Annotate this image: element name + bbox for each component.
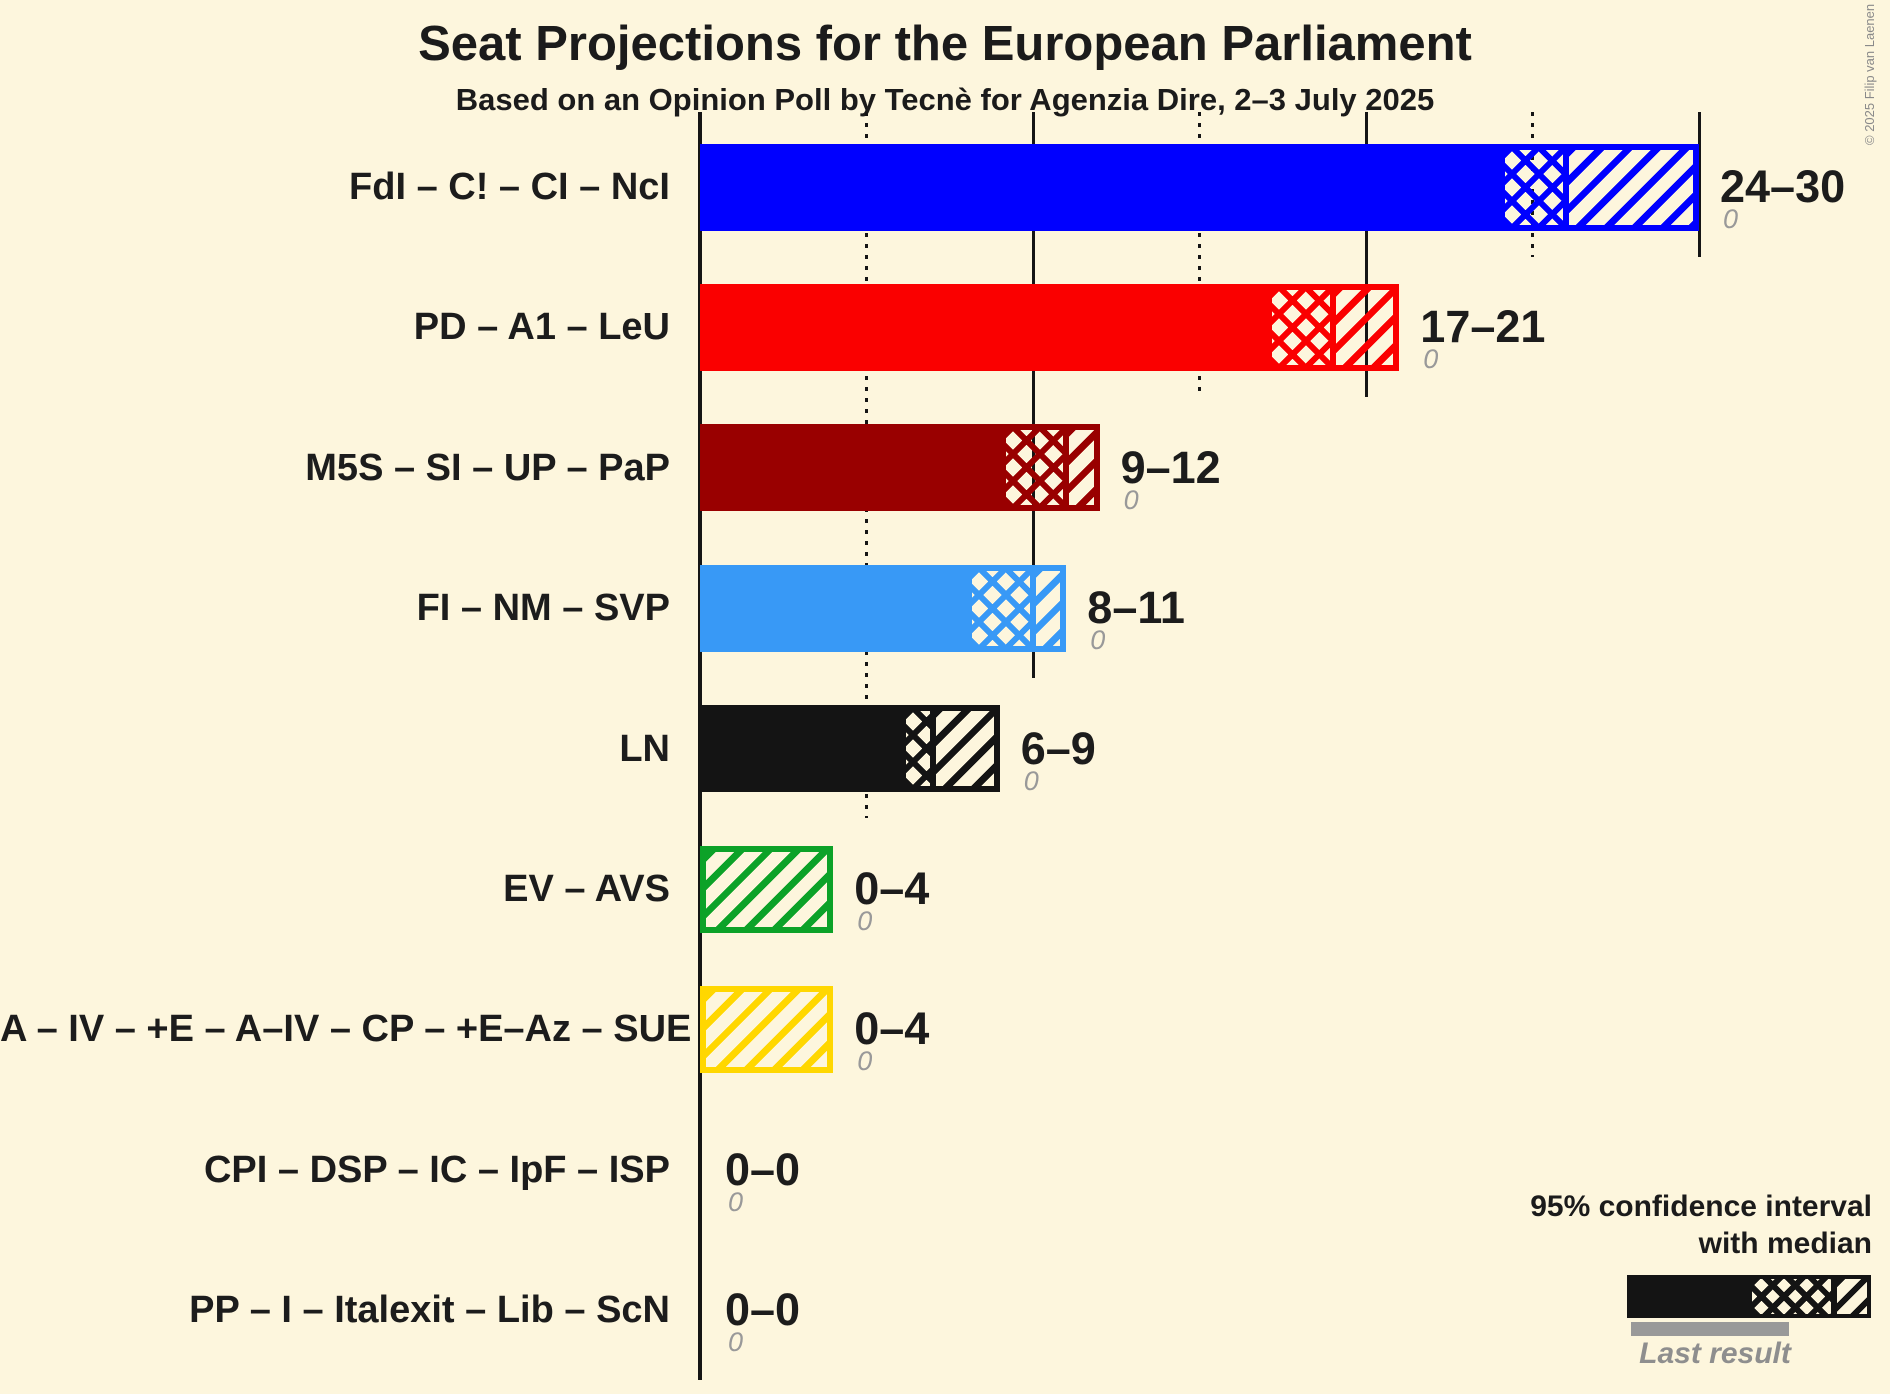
ci-bar (700, 143, 1699, 231)
ci-bar-hatch-zone (999, 424, 1100, 512)
ci-range-label: 17–21 (1420, 301, 1546, 353)
ci-bar-solid-segment (700, 143, 1500, 231)
legend-ci-bar (1627, 1275, 1871, 1318)
copyright-notice: © 2025 Filip van Laenen (1862, 3, 1877, 145)
ci-bar-crosshatch-segment (1505, 149, 1566, 225)
ci-range-label: 0–4 (854, 1003, 930, 1055)
legend-median-line (1831, 1279, 1837, 1314)
ci-bar-solid-segment (700, 424, 1000, 512)
ci-bar-crosshatch-segment (1005, 430, 1067, 506)
ci-bar-solid-segment (700, 705, 900, 793)
ci-bar-hatch-zone (700, 985, 834, 1073)
chart-title: Seat Projections for the European Parlia… (418, 17, 1472, 71)
ci-bar-diagonal-segment (1565, 149, 1693, 225)
ci-bar (700, 705, 1000, 793)
ci-bar-diagonal-segment (1066, 430, 1094, 506)
ci-bar-solid-segment (700, 564, 967, 652)
ci-bar (700, 283, 1400, 371)
ci-bar-median-line (930, 711, 937, 787)
party-label: A – IV – +E – A–IV – CP – +E–Az – SUE (0, 1008, 692, 1051)
party-label: FdI – C! – CI – NcI (349, 166, 670, 208)
ci-range-label: 0–0 (725, 1284, 801, 1336)
legend-ci-label-line2: with median (1698, 1227, 1872, 1260)
ci-bar-hatch-zone (1266, 283, 1400, 371)
ci-bar-median-line (1329, 289, 1336, 365)
ci-bar-median-line (1029, 570, 1036, 646)
ci-range-label: 8–11 (1087, 582, 1185, 634)
last-result-value-label: 0 (728, 1327, 744, 1358)
ci-bar-hatch-zone (966, 564, 1067, 652)
ci-bar-diagonal-segment (706, 991, 828, 1067)
ci-bar-diagonal-segment (933, 711, 994, 787)
legend-last-result-bar (1631, 1322, 1789, 1336)
party-label: PP – I – Italexit – Lib – ScN (189, 1289, 670, 1332)
legend-diagonal-segment (1837, 1279, 1867, 1314)
legend-hatch-zone (1748, 1275, 1871, 1318)
ci-bar (700, 985, 834, 1073)
gridline-15-seats (1198, 112, 1201, 397)
ci-bar-solid-segment (700, 283, 1267, 371)
ci-bar-crosshatch-segment (905, 711, 934, 787)
last-result-value-label: 0 (1723, 204, 1739, 234)
ci-bar-crosshatch-segment (972, 570, 1033, 646)
ci-bar-diagonal-segment (1032, 570, 1061, 646)
ci-bar (700, 845, 834, 933)
ci-range-label: 9–12 (1120, 441, 1221, 493)
ci-bar-hatch-zone (700, 845, 834, 933)
gridline-10-seats (1031, 112, 1035, 678)
ci-bar-hatch-zone (899, 705, 1000, 793)
last-result-value-label: 0 (1023, 765, 1039, 796)
chart-subtitle: Based on an Opinion Poll by Tecnè for Ag… (455, 82, 1435, 117)
ci-bar-hatch-zone (1499, 143, 1699, 231)
legend-crosshatch-segment (1752, 1279, 1831, 1314)
last-result-value-label: 0 (1123, 484, 1139, 515)
party-label: M5S – SI – UP – PaP (305, 446, 670, 489)
ci-bar-median-line (1063, 430, 1070, 506)
ci-bar (700, 564, 1067, 652)
party-label: CPI – DSP – IC – IpF – ISP (203, 1148, 670, 1191)
ci-range-label: 6–9 (1020, 722, 1096, 774)
last-result-value-label: 0 (857, 906, 873, 936)
last-result-value-label: 0 (857, 1046, 873, 1077)
legend-solid-segment (1627, 1275, 1748, 1318)
last-result-value-label: 0 (728, 1186, 744, 1217)
gridline-20-seats (1364, 112, 1368, 397)
ci-bar (700, 424, 1100, 512)
ci-bar-diagonal-segment (706, 851, 828, 927)
legend-last-result-label: Last result (1639, 1337, 1791, 1370)
legend-ci-label-line1: 95% confidence interval (1530, 1190, 1872, 1223)
ci-bar-diagonal-segment (1332, 289, 1394, 365)
party-label: PD – A1 – LeU (413, 306, 670, 349)
last-result-value-label: 0 (1090, 625, 1106, 656)
ci-bar-crosshatch-segment (1272, 289, 1333, 365)
ci-bar-median-line (1562, 149, 1569, 225)
party-label: EV – AVS (503, 868, 670, 910)
ci-range-label: 0–4 (854, 863, 930, 914)
ci-range-label: 0–0 (725, 1143, 801, 1195)
ci-range-label: 24–30 (1720, 161, 1846, 212)
party-label: FI – NM – SVP (416, 587, 670, 630)
party-label: LN (619, 727, 670, 770)
gridline-30-seats (1697, 112, 1701, 257)
last-result-value-label: 0 (1423, 344, 1439, 375)
